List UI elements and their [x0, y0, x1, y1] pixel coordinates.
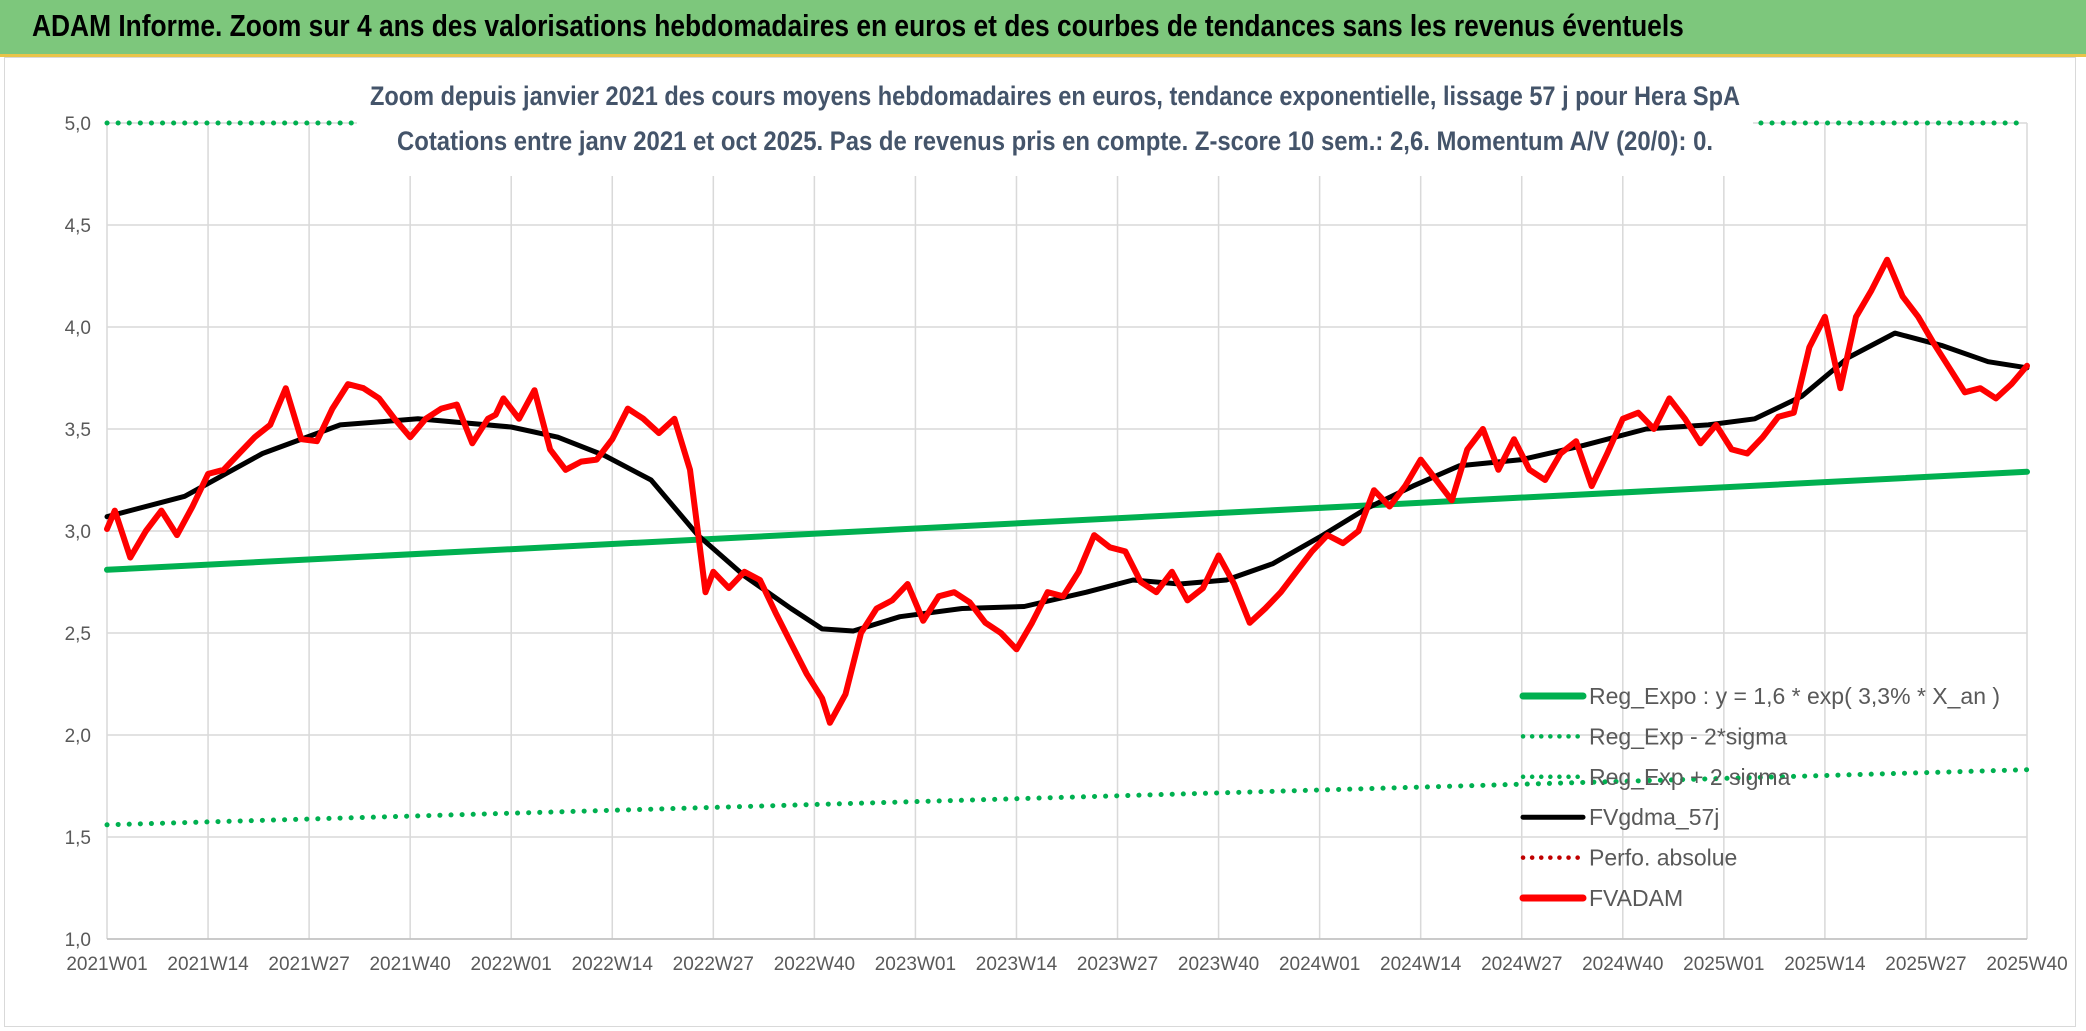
chart-title-line1: Zoom depuis janvier 2021 des cours moyen…: [370, 81, 1740, 111]
chart-frame: Zoom depuis janvier 2021 des cours moyen…: [4, 57, 2076, 1027]
series-fvadam: [104, 256, 2030, 726]
x-tick-label: 2022W27: [673, 954, 754, 975]
x-tick-label: 2022W14: [572, 954, 654, 975]
series-layer: [104, 120, 2030, 828]
header-banner: ADAM Informe. Zoom sur 4 ans des valoris…: [0, 0, 2086, 57]
chart-svg: Zoom depuis janvier 2021 des cours moyen…: [65, 64, 2068, 975]
y-tick-label: 2,0: [65, 726, 91, 747]
series-reg-expo: [104, 468, 2030, 573]
axes: 1,0 1,5 2,0 2,5 3,0 3,5 4,0 4,5 5,0 2021W01 2021W1…: [65, 114, 2068, 975]
legend-label: FVgdma_57j: [1589, 804, 1719, 830]
y-tick-label: 1,0: [65, 930, 91, 951]
x-tick-label: 2021W14: [167, 954, 249, 975]
legend-label: Reg_Exp - 2*sigma: [1589, 723, 1787, 749]
x-tick-label: 2025W14: [1784, 954, 1866, 975]
x-tick-label: 2025W01: [1683, 954, 1764, 975]
x-tick-label: 2023W40: [1178, 954, 1259, 975]
x-tick-label: 2023W01: [875, 954, 956, 975]
x-tick-label: 2021W40: [369, 954, 450, 975]
x-tick-label: 2022W40: [774, 954, 855, 975]
x-tick-label: 2021W01: [66, 954, 147, 975]
y-tick-label: 3,5: [65, 420, 91, 441]
legend-label: Reg_Expo : y = 1,6 * exp( 3,3% * X_an ): [1589, 683, 2000, 709]
x-tick-label: 2023W14: [976, 954, 1058, 975]
series-fvgdma-57j: [104, 330, 2030, 634]
legend: Reg_Expo : y = 1,6 * exp( 3,3% * X_an ) R…: [1519, 683, 2000, 911]
x-tick-label: 2025W27: [1885, 954, 1966, 975]
x-tick-label: 2024W40: [1582, 954, 1663, 975]
legend-label: FVADAM: [1589, 885, 1683, 911]
series-reg-exp-2-sigma: [104, 767, 2030, 828]
y-tick-label: 5,0: [65, 114, 91, 135]
y-tick-label: 4,5: [65, 216, 91, 237]
y-tick-label: 3,0: [65, 522, 91, 543]
x-tick-label: 2022W01: [471, 954, 552, 975]
x-tick-label: 2024W14: [1380, 954, 1462, 975]
x-tick-label: 2023W27: [1077, 954, 1158, 975]
x-tick-label: 2024W27: [1481, 954, 1562, 975]
x-tick-label: 2025W40: [1986, 954, 2067, 975]
y-tick-label: 1,5: [65, 828, 91, 849]
x-tick-label: 2021W27: [268, 954, 349, 975]
legend-label: Reg_Exp + 2 sigma: [1589, 764, 1791, 790]
y-tick-label: 2,5: [65, 624, 91, 645]
x-tick-label: 2024W01: [1279, 954, 1360, 975]
chart-title-line2: Cotations entre janv 2021 et oct 2025. P…: [397, 126, 1713, 156]
y-tick-label: 4,0: [65, 318, 91, 339]
page-title: ADAM Informe. Zoom sur 4 ans des valoris…: [32, 8, 1684, 43]
legend-label: Perfo. absolue: [1589, 845, 1737, 871]
title-background: [357, 64, 1753, 176]
